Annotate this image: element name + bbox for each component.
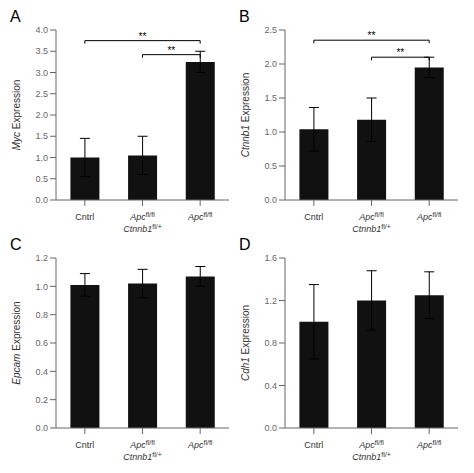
svg-text:1.5: 1.5 (35, 131, 48, 141)
svg-text:Cntrl: Cntrl (75, 440, 94, 450)
html-text:C: C (10, 236, 22, 253)
svg-text:**: ** (167, 45, 175, 56)
svg-text:Apcfl/fl: Apcfl/fl (129, 439, 155, 451)
svg-text:2.5: 2.5 (35, 89, 48, 99)
html-text:D: D (239, 236, 251, 253)
svg-text:1.6: 1.6 (264, 253, 277, 263)
svg-text:Ctnnb1fl/+: Ctnnb1fl/+ (352, 451, 391, 463)
svg-text:2.0: 2.0 (264, 59, 277, 69)
svg-text:Apcfl/fl: Apcfl/fl (416, 439, 442, 451)
svg-text:Cdh1 Expression: Cdh1 Expression (240, 305, 251, 381)
svg-text:0.6: 0.6 (35, 338, 48, 348)
svg-text:**: ** (139, 31, 147, 42)
svg-text:4.0: 4.0 (35, 25, 48, 35)
svg-text:Ctnnb1fl/+: Ctnnb1fl/+ (123, 451, 162, 463)
svg-text:0.2: 0.2 (35, 395, 48, 405)
svg-text:0.0: 0.0 (264, 423, 277, 433)
svg-text:Ctnnb1fl/+: Ctnnb1fl/+ (352, 223, 391, 235)
svg-text:Ctnnb1fl/+: Ctnnb1fl/+ (123, 223, 162, 235)
svg-text:Epcam Expression: Epcam Expression (11, 301, 22, 384)
svg-text:3.5: 3.5 (35, 46, 48, 56)
svg-text:Apcfl/fl: Apcfl/fl (358, 211, 384, 223)
svg-text:1.0: 1.0 (35, 282, 48, 292)
svg-text:Cntrl: Cntrl (304, 440, 323, 450)
svg-text:Apcfl/fl: Apcfl/fl (187, 439, 213, 451)
svg-text:1.5: 1.5 (264, 93, 277, 103)
svg-text:Apcfl/fl: Apcfl/fl (129, 211, 155, 223)
svg-text:Myc Expression: Myc Expression (11, 80, 22, 151)
html-text:B: B (239, 8, 250, 25)
svg-text:**: ** (396, 47, 404, 58)
svg-text:0.4: 0.4 (264, 381, 277, 391)
svg-text:0.5: 0.5 (35, 174, 48, 184)
svg-text:0.5: 0.5 (264, 161, 277, 171)
svg-text:1.2: 1.2 (35, 253, 48, 263)
svg-text:Apcfl/fl: Apcfl/fl (187, 211, 213, 223)
svg-text:0.0: 0.0 (35, 195, 48, 205)
svg-text:0.8: 0.8 (35, 310, 48, 320)
svg-text:3.0: 3.0 (35, 68, 48, 78)
svg-text:0.4: 0.4 (35, 367, 48, 377)
svg-text:Cntrl: Cntrl (75, 212, 94, 222)
svg-text:Cntrl: Cntrl (304, 212, 323, 222)
svg-text:0.0: 0.0 (35, 423, 48, 433)
svg-text:Apcfl/fl: Apcfl/fl (358, 439, 384, 451)
svg-text:2.0: 2.0 (35, 110, 48, 120)
svg-text:Ctnnb1 Expression: Ctnnb1 Expression (240, 73, 251, 158)
svg-text:1.0: 1.0 (264, 127, 277, 137)
svg-text:2.5: 2.5 (264, 25, 277, 35)
svg-text:0.8: 0.8 (264, 338, 277, 348)
html-text:A: A (10, 8, 21, 25)
svg-text:1.0: 1.0 (35, 153, 48, 163)
svg-text:Apcfl/fl: Apcfl/fl (416, 211, 442, 223)
svg-text:**: ** (368, 30, 376, 41)
svg-text:1.2: 1.2 (264, 296, 277, 306)
svg-text:0.0: 0.0 (264, 195, 277, 205)
